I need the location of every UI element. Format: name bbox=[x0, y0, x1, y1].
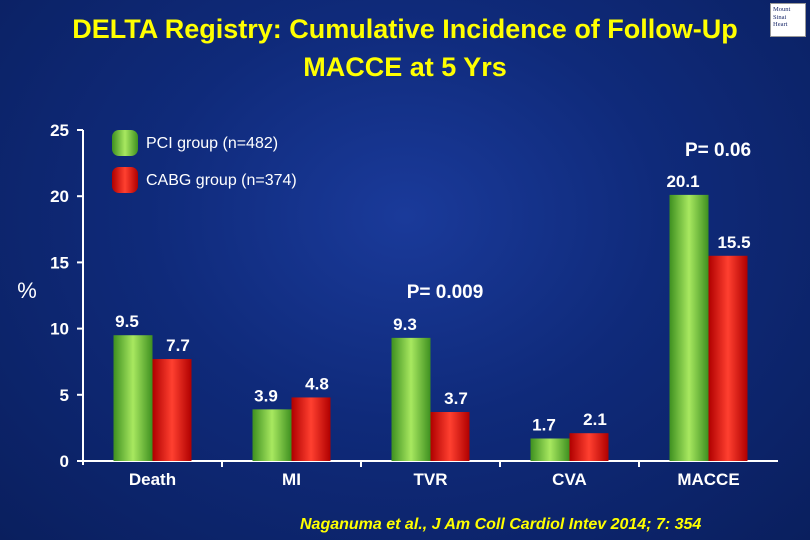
x-tick-label: MI bbox=[282, 470, 301, 489]
p-value-annotation: P= 0.06 bbox=[685, 140, 751, 161]
bar-pci-macce bbox=[669, 194, 709, 461]
y-tick-label: 10 bbox=[50, 320, 69, 339]
bar-pci-cva bbox=[530, 438, 570, 461]
data-label: 4.8 bbox=[305, 374, 329, 393]
p-value-annotation: P= 0.009 bbox=[407, 282, 484, 303]
y-axis-label: % bbox=[17, 278, 37, 303]
bar-cabg-cva bbox=[569, 433, 609, 461]
y-tick-label: 0 bbox=[60, 452, 69, 471]
data-label: 15.5 bbox=[717, 233, 750, 252]
legend-swatch-pci bbox=[112, 130, 138, 156]
bar-cabg-death bbox=[152, 359, 192, 461]
data-label: 9.3 bbox=[393, 315, 417, 334]
bar-cabg-macce bbox=[708, 255, 748, 461]
data-label: 20.1 bbox=[666, 172, 699, 191]
data-label: 7.7 bbox=[166, 336, 190, 355]
logo-line: Sinai bbox=[773, 13, 787, 21]
x-tick-label: CVA bbox=[552, 470, 587, 489]
y-tick-label: 25 bbox=[50, 121, 69, 140]
y-tick-label: 20 bbox=[50, 187, 69, 206]
mount-sinai-logo: Mount Sinai Heart bbox=[770, 3, 806, 37]
legend-swatch-cabg bbox=[112, 167, 138, 193]
legend-label-cabg: CABG group (n=374) bbox=[146, 172, 297, 189]
data-label: 1.7 bbox=[532, 415, 556, 434]
logo-line: Mount bbox=[773, 6, 791, 13]
logo-line: Heart bbox=[773, 21, 788, 28]
data-label: 3.9 bbox=[254, 386, 278, 405]
y-tick-label: 5 bbox=[60, 386, 69, 405]
data-label: 2.1 bbox=[583, 410, 607, 429]
bar-pci-mi bbox=[252, 409, 292, 461]
x-tick-label: Death bbox=[129, 470, 176, 489]
data-label: 3.7 bbox=[444, 389, 468, 408]
bar-pci-death bbox=[113, 335, 153, 461]
citation: Naganuma et al., J Am Coll Cardiol Intev… bbox=[300, 516, 702, 533]
data-label: 9.5 bbox=[115, 312, 139, 331]
x-tick-label: TVR bbox=[414, 470, 448, 489]
y-tick-label: 15 bbox=[50, 253, 69, 272]
bar-pci-tvr bbox=[391, 337, 431, 461]
x-tick-label: MACCE bbox=[677, 470, 739, 489]
chart-title: DELTA Registry: Cumulative Incidence of … bbox=[72, 14, 738, 82]
legend-label-pci: PCI group (n=482) bbox=[146, 135, 278, 152]
bar-cabg-mi bbox=[291, 397, 331, 461]
bar-cabg-tvr bbox=[430, 412, 470, 461]
